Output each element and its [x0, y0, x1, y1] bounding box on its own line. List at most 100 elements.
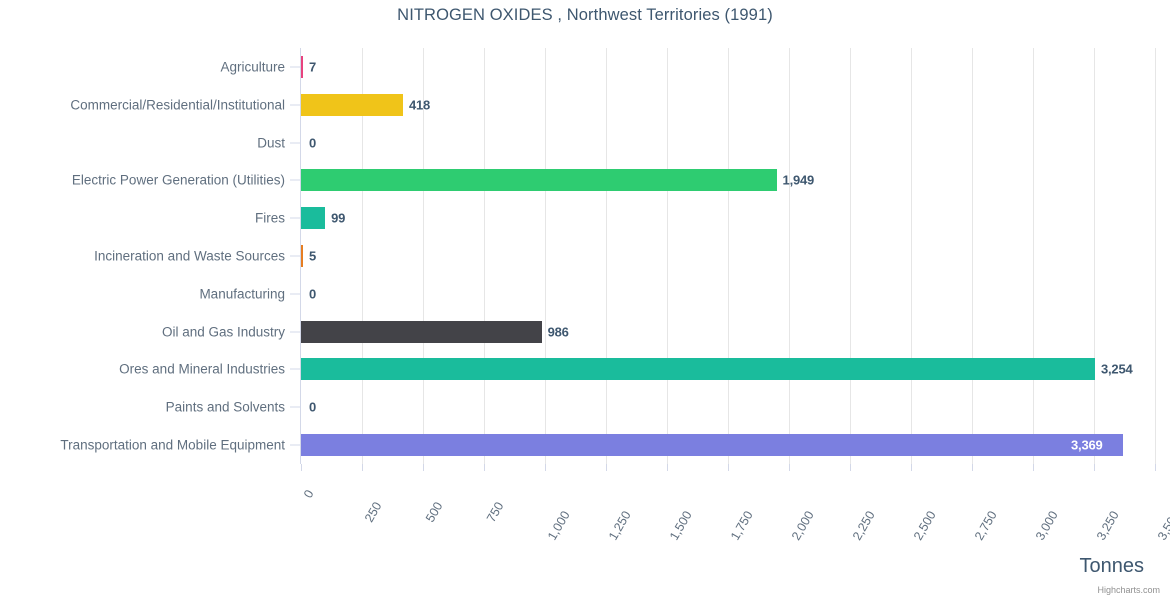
- plot-area: Agriculture 7 Commercial/Residential/Insti…: [60, 48, 1156, 464]
- category-label[interactable]: Electric Power Generation (Utilities): [71, 172, 285, 188]
- bar[interactable]: [301, 55, 303, 78]
- category-label[interactable]: Fires: [255, 210, 285, 226]
- bar-value-label: 7: [309, 59, 317, 75]
- category-label[interactable]: Manufacturing: [199, 286, 285, 302]
- chart-title: NITROGEN OXIDES , Northwest Territories …: [397, 6, 773, 24]
- x-axis-tick: [789, 464, 790, 471]
- y-axis-tick: [290, 217, 300, 219]
- x-axis-tick: [1094, 464, 1095, 471]
- bar[interactable]: [301, 358, 1095, 381]
- bar-row: Transportation and Mobile Equipment 3,369: [60, 426, 1155, 464]
- gridline: [1094, 48, 1095, 464]
- bar-row: Paints and Solvents 0: [166, 388, 1155, 426]
- x-axis-tick: [362, 464, 363, 471]
- bar-row: Manufacturing 0: [199, 275, 1155, 313]
- bar-value-label: 0: [309, 286, 317, 302]
- y-axis-tick: [290, 179, 300, 181]
- bar[interactable]: [301, 93, 403, 116]
- bar[interactable]: [301, 244, 303, 267]
- bar-value-label: 986: [547, 324, 569, 340]
- gridline: [850, 48, 851, 464]
- bar-row: Fires 99: [255, 199, 1155, 237]
- x-axis-tick-label[interactable]: 0: [301, 482, 320, 501]
- bar-row: Electric Power Generation (Utilities) 1,9…: [72, 161, 1155, 199]
- x-axis-tick-label[interactable]: 750: [484, 482, 517, 525]
- gridline: [789, 48, 790, 464]
- x-axis-tick-label-text: 3,250: [1093, 508, 1122, 543]
- x-axis-tick-label[interactable]: 1,000: [545, 482, 589, 543]
- category-label[interactable]: Transportation and Mobile Equipment: [60, 437, 285, 453]
- y-axis-tick: [290, 444, 300, 446]
- category-label[interactable]: Agriculture: [220, 59, 285, 75]
- x-axis-tick-label-text: 1,500: [666, 508, 695, 543]
- x-axis-tick-label[interactable]: 3,250: [1094, 482, 1138, 543]
- x-axis-tick-label-text: 500: [422, 499, 446, 525]
- category-label[interactable]: Incineration and Waste Sources: [94, 248, 285, 264]
- bar[interactable]: [301, 207, 326, 230]
- x-axis-tick-label-text: 1,750: [727, 508, 756, 543]
- bar[interactable]: [301, 169, 777, 192]
- x-axis-tick-label[interactable]: 2,250: [850, 482, 894, 543]
- y-axis-tick: [290, 368, 300, 370]
- bar-value-label: 99: [331, 210, 346, 226]
- x-axis-tick: [728, 464, 729, 471]
- x-axis-tick: [911, 464, 912, 471]
- gridline: [545, 48, 546, 464]
- x-axis-tick-label[interactable]: 500: [423, 482, 456, 525]
- x-axis-tick: [1155, 464, 1156, 471]
- x-axis-tick-label-text: 3,000: [1032, 508, 1061, 543]
- x-axis-tick-label[interactable]: 2,500: [911, 482, 955, 543]
- bar-row: Oil and Gas Industry 986: [162, 313, 1155, 351]
- y-axis-tick: [290, 293, 300, 295]
- x-axis-tick-label-text: 1,000: [544, 508, 573, 543]
- credits-label: Highcharts.com: [1097, 585, 1160, 595]
- category-label[interactable]: Ores and Mineral Industries: [119, 361, 285, 377]
- x-axis-tick-label[interactable]: 1,750: [728, 482, 772, 543]
- x-axis-tick-label[interactable]: 3,000: [1033, 482, 1077, 543]
- bar[interactable]: [301, 434, 1124, 457]
- gridline: [362, 48, 363, 464]
- category-label[interactable]: Oil and Gas Industry: [161, 324, 285, 340]
- x-axis-tick: [667, 464, 668, 471]
- x-axis-tick-label[interactable]: 1,500: [667, 482, 711, 543]
- y-axis-tick: [290, 331, 300, 333]
- y-axis-line: [300, 48, 301, 464]
- x-axis-tick: [484, 464, 485, 471]
- y-axis-tick: [290, 406, 300, 408]
- bar[interactable]: [301, 320, 542, 343]
- bar-row: Dust 0: [257, 124, 1155, 162]
- bar-value-label: 418: [408, 97, 431, 113]
- gridline: [911, 48, 912, 464]
- x-axis-tick: [606, 464, 607, 471]
- gridline: [423, 48, 424, 464]
- x-axis: 0 250 500 750 1,000 1,250 1,500 1,750 2,000 2,250…: [301, 464, 1170, 543]
- x-axis-tick-label-text: 0: [300, 487, 317, 501]
- x-axis-tick-label[interactable]: 2,750: [972, 482, 1016, 543]
- x-axis-tick: [301, 464, 302, 471]
- x-axis-tick-label-text: 250: [361, 499, 385, 525]
- x-axis-tick-label[interactable]: 1,250: [606, 482, 650, 543]
- x-axis-tick-label-text: 2,500: [910, 508, 939, 543]
- bar-value-label: 3,369: [1071, 437, 1103, 453]
- category-label[interactable]: Commercial/Residential/Institutional: [70, 97, 285, 113]
- x-axis-tick-label-text: 750: [483, 499, 507, 525]
- x-axis-tick: [972, 464, 973, 471]
- bar-row: Agriculture 7: [220, 48, 1155, 86]
- x-axis-tick: [850, 464, 851, 471]
- x-axis-tick-label[interactable]: 2,000: [789, 482, 833, 543]
- category-label[interactable]: Paints and Solvents: [165, 399, 285, 415]
- bar-value-label: 0: [309, 399, 317, 415]
- x-axis-tick-label-text: 2,750: [971, 508, 1000, 543]
- gridline: [606, 48, 607, 464]
- x-axis-tick-label[interactable]: 250: [362, 482, 395, 525]
- bar-value-label: 1,949: [782, 172, 815, 188]
- gridline: [667, 48, 668, 464]
- x-axis-tick: [423, 464, 424, 471]
- y-axis-tick: [290, 142, 300, 144]
- x-axis-tick-label-text: 2,000: [788, 508, 817, 543]
- x-axis-tick: [545, 464, 546, 471]
- gridline: [1033, 48, 1034, 464]
- gridline: [972, 48, 973, 464]
- bar-value-label: 0: [309, 135, 317, 151]
- category-label[interactable]: Dust: [257, 135, 285, 151]
